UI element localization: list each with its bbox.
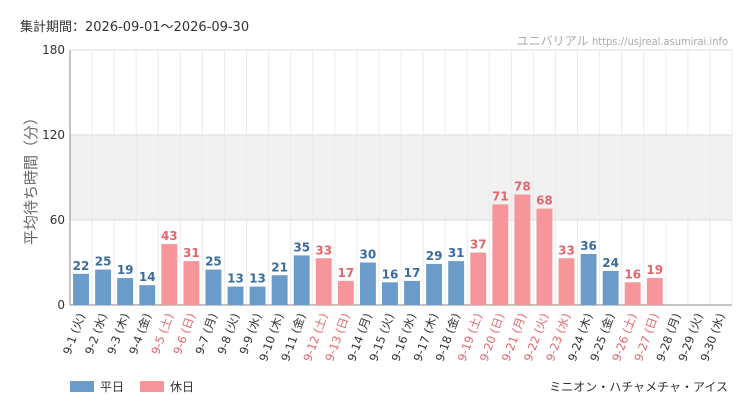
y-tick-label: 0	[57, 298, 65, 312]
bar-value-label: 21	[271, 260, 288, 274]
bar	[183, 261, 200, 305]
legend-label-weekday: 平日	[100, 380, 125, 394]
x-axis-ticks: 9-1 (火)9-2 (水)9-3 (木)9-4 (金)9-5 (土)9-6 (…	[60, 311, 728, 363]
bar	[558, 258, 575, 305]
bar-value-label: 78	[514, 180, 531, 194]
bar-value-label: 17	[337, 266, 354, 280]
chart-legend: 平日 休日	[70, 378, 210, 395]
legend-item-holiday: 休日	[140, 378, 194, 395]
bar	[646, 278, 663, 305]
bar	[95, 269, 112, 305]
y-axis-label: 平均待ち時間（分）	[22, 110, 40, 245]
bar-value-label: 19	[646, 263, 663, 277]
bar	[602, 271, 619, 305]
bar-value-label: 31	[448, 246, 465, 260]
bar	[492, 204, 509, 305]
bar-value-label: 71	[492, 189, 509, 203]
legend-label-holiday: 休日	[170, 380, 195, 394]
bar	[337, 280, 354, 305]
attraction-name: ミニオン・ハチャメチャ・アイス	[549, 380, 728, 394]
bar-value-label: 17	[404, 266, 421, 280]
bar-value-label: 37	[470, 238, 487, 252]
bar	[624, 282, 641, 305]
bar	[249, 286, 266, 305]
bar	[359, 262, 376, 305]
y-axis-ticks: 0 60 120 180	[42, 43, 65, 312]
legend-swatch-weekday	[70, 381, 94, 392]
bar-value-label: 68	[536, 194, 553, 208]
y-tick-label: 180	[42, 43, 65, 57]
y-tick-label: 120	[42, 128, 65, 142]
bar	[404, 280, 420, 305]
bar-value-label: 30	[360, 248, 377, 262]
bar-value-label: 19	[117, 263, 134, 277]
bar-value-label: 36	[580, 239, 597, 253]
wait-time-chart: 0 60 120 180 22 25 19 14 43 31 25 13 13 21 35 33 17 30 16…	[22, 43, 733, 363]
legend-item-weekday: 平日	[70, 378, 124, 395]
bar-value-label: 31	[183, 246, 200, 260]
bar	[293, 255, 310, 305]
bar	[227, 286, 244, 305]
bar-value-label: 13	[227, 272, 244, 286]
site-url[interactable]: https://usjreal.asumirai.info	[592, 35, 728, 48]
bar	[514, 194, 531, 305]
bar-value-label: 16	[624, 267, 641, 281]
bar-value-label: 25	[95, 255, 112, 269]
bar	[73, 273, 89, 305]
source-credit: ユニバリアル https://usjreal.asumirai.info	[517, 32, 728, 49]
bar-value-label: 13	[249, 272, 266, 286]
chart-gridlines	[69, 49, 733, 306]
bar-value-label: 22	[73, 259, 90, 273]
bar-value-label: 43	[161, 229, 178, 243]
bar	[205, 269, 222, 305]
bar	[448, 261, 465, 305]
bar	[139, 285, 156, 305]
bar	[470, 252, 487, 305]
bar	[161, 244, 178, 305]
y-tick-label: 60	[50, 213, 65, 227]
bar-value-label: 33	[558, 243, 575, 257]
bar	[580, 254, 597, 305]
bar-value-label: 14	[139, 270, 156, 284]
bar-value-label: 25	[205, 255, 222, 269]
bar	[271, 275, 288, 305]
bar-value-label: 16	[382, 267, 399, 281]
bar	[426, 263, 443, 305]
bar	[117, 278, 134, 305]
bar-value-label: 33	[315, 243, 332, 257]
legend-swatch-holiday	[140, 381, 165, 392]
chart-bars	[73, 194, 663, 305]
collection-period: 集計期間：2026-09-01～2026-09-30	[20, 20, 250, 35]
bar-value-label: 35	[293, 240, 310, 254]
bar-value-label: 24	[602, 256, 619, 270]
bar	[382, 282, 398, 305]
bar-value-label: 29	[426, 249, 443, 263]
site-name: ユニバリアル	[516, 34, 589, 48]
bar-value-labels: 22 25 19 14 43 31 25 13 13 21 35 33 17 30 16 17 29 31 37 71…	[73, 180, 663, 286]
bar	[315, 258, 332, 305]
bar	[536, 208, 553, 305]
